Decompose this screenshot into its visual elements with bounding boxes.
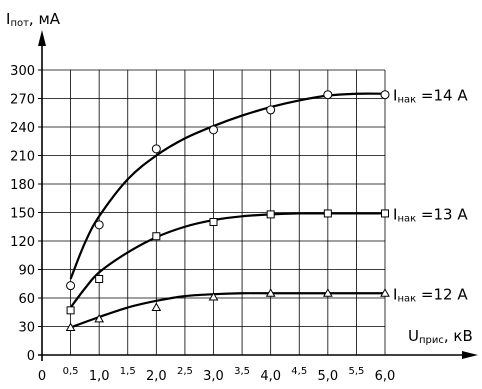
data-point-circle: [266, 105, 276, 115]
x-minor-tick-label: 4,5: [291, 366, 307, 377]
y-tick-label: 180: [10, 178, 35, 193]
y-tick-label: 60: [18, 292, 35, 307]
y-axis-label: Iпот, мА: [6, 10, 61, 29]
x-tick-label: 2,0: [146, 369, 167, 384]
x-minor-tick-label: 1,5: [120, 366, 136, 377]
curves: [69, 92, 386, 329]
data-point-square: [266, 210, 275, 219]
series-curve-1: [69, 212, 385, 309]
y-tick-label: 300: [10, 64, 35, 79]
data-point-triangle: [94, 313, 105, 323]
x-tick-label: 1,0: [89, 369, 110, 384]
series-label-0: Iнак =14 А: [393, 87, 468, 106]
data-point-circle: [151, 144, 161, 154]
data-point-triangle: [322, 288, 333, 297]
data-point-circle: [323, 90, 333, 100]
x-axis-arrow: [462, 351, 478, 359]
series-label-2: Iнак =12 А: [393, 285, 468, 304]
data-point-square: [66, 306, 75, 315]
x-minor-tick-label: 2,5: [177, 366, 193, 377]
data-point-square: [381, 209, 389, 218]
x-minor-tick-label: 5,5: [348, 366, 364, 377]
y-axis-arrow: [38, 30, 46, 46]
data-point-triangle: [65, 322, 76, 331]
labels: 0 30 60 90 120 150 180 210 240 270 300 0 1,0 2,0 3,0 4,…: [6, 10, 473, 384]
x-tick-label: 4,0: [260, 369, 281, 384]
data-point-triangle: [208, 292, 219, 301]
y-tick-label: 210: [10, 150, 35, 165]
data-point-circle: [209, 125, 218, 135]
y-tick-label: 90: [18, 264, 35, 279]
x-minor-tick-label: 0,5: [63, 366, 79, 377]
data-point-triangle: [151, 302, 162, 311]
y-tick-label: 150: [10, 207, 35, 222]
data-point-square: [95, 275, 104, 283]
axes: [38, 30, 478, 361]
data-point-square: [323, 209, 332, 218]
x-tick-label: 5,0: [317, 369, 338, 384]
data-point-triangle: [380, 288, 390, 297]
data-point-circle: [66, 281, 76, 291]
y-tick-label: 270: [10, 93, 35, 108]
data-point-circle: [380, 90, 390, 100]
data-point-square: [209, 218, 218, 226]
x-tick-label: 3,0: [203, 369, 224, 384]
data-point-triangle: [265, 288, 276, 297]
y-tick-label: 30: [18, 321, 35, 336]
y-tick-label: 0: [27, 349, 35, 364]
data-point-circle: [94, 220, 104, 230]
data-point-square: [152, 232, 161, 241]
y-tick-label: 120: [10, 235, 35, 250]
series-label-1: Iнак =13 А: [393, 205, 468, 224]
series-curve-0: [69, 92, 386, 280]
y-tick-label: 240: [10, 121, 35, 136]
x-tick-label: 0: [38, 369, 46, 384]
x-axis-label: Uприс, кВ: [408, 327, 473, 346]
x-tick-label: 6,0: [375, 369, 396, 384]
markers: [65, 90, 390, 331]
x-minor-tick-label: 3,5: [234, 366, 250, 377]
